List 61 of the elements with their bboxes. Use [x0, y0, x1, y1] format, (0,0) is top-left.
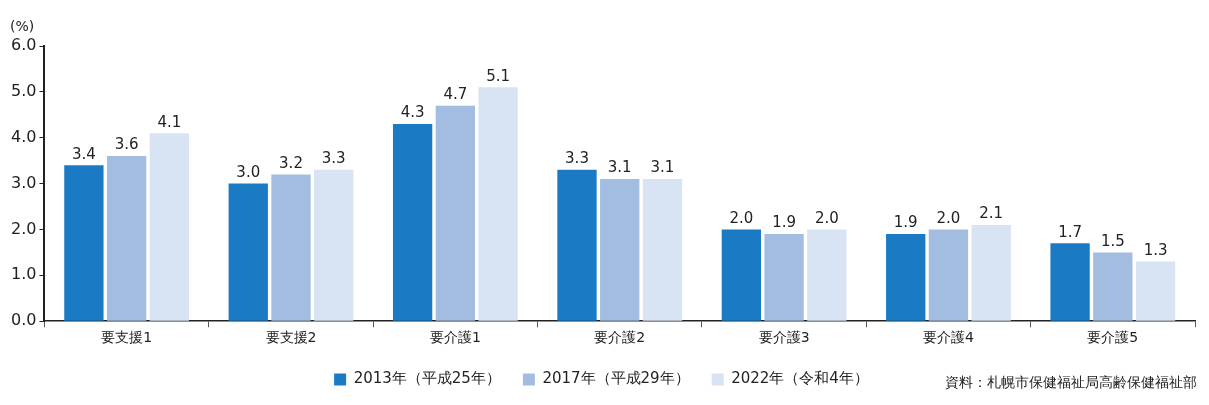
bar: [271, 174, 311, 321]
data-label: 3.4: [71, 144, 96, 163]
y-tick-label: 2.0: [10, 218, 37, 238]
x-tick-label: 要介護2: [594, 329, 646, 346]
bar: [149, 133, 190, 321]
bar: [1093, 252, 1133, 321]
x-tick-label: 要支援2: [265, 329, 317, 346]
legend-label: 2022年（令和4年）: [731, 369, 869, 388]
x-tick-label: 要介護3: [758, 329, 810, 346]
bar: [928, 229, 969, 321]
x-tick-label: 要介護5: [1087, 329, 1139, 346]
bar: [971, 224, 1011, 321]
bar: [314, 169, 354, 321]
data-label: 3.3: [565, 149, 589, 168]
y-tick-label: 5.0: [10, 81, 37, 101]
x-tick-label: 要介護4: [922, 329, 974, 346]
data-label: 1.9: [772, 213, 797, 232]
y-tick-label: 4.0: [10, 126, 37, 146]
data-label: 4.3: [400, 103, 425, 122]
data-label: 2.0: [814, 208, 839, 227]
data-label: 1.7: [1058, 222, 1083, 241]
data-label: 1.5: [1100, 231, 1125, 250]
data-label: 2.0: [729, 208, 754, 227]
data-label: 1.9: [893, 213, 918, 232]
bar: [1135, 261, 1176, 321]
x-tick-label: 要支援1: [101, 329, 153, 346]
y-axis-title: (%): [10, 17, 35, 34]
data-label: 4.1: [157, 112, 182, 131]
data-label: 3.0: [236, 162, 261, 181]
data-label: 3.3: [321, 149, 346, 168]
bar: [886, 234, 926, 321]
data-label: 3.6: [114, 135, 139, 154]
y-tick-label: 1.0: [10, 264, 37, 284]
legend-label: 2017年（平成29年）: [542, 369, 690, 388]
y-tick-label: 3.0: [10, 172, 37, 192]
legend-label: 2013年（平成25年）: [353, 369, 501, 388]
bar: [1050, 243, 1090, 321]
data-label: 3.2: [279, 153, 303, 172]
bar: [435, 105, 476, 321]
bar: [807, 229, 847, 321]
bar: [557, 169, 597, 321]
data-label: 2.1: [979, 204, 1004, 223]
bar: [721, 229, 762, 321]
bar: [642, 179, 683, 321]
bar: [106, 156, 147, 321]
y-tick-label: 0.0: [10, 310, 37, 330]
data-label: 3.1: [650, 158, 675, 177]
data-label: 1.3: [1143, 240, 1168, 259]
data-label: 3.1: [607, 158, 632, 177]
y-tick-label: 6.0: [10, 35, 37, 55]
bar: [764, 234, 804, 321]
x-tick-label: 要介護1: [429, 329, 481, 346]
data-label: 5.1: [486, 66, 511, 85]
bar: [600, 179, 640, 321]
bar: [392, 123, 433, 321]
bar: [478, 87, 518, 321]
data-label: 2.0: [936, 208, 961, 227]
bar: [228, 183, 268, 321]
data-label: 4.7: [443, 85, 468, 104]
bar: [64, 165, 104, 321]
text: 資料：札幌市保健福祉局高齢保健福祉部: [945, 373, 1197, 390]
